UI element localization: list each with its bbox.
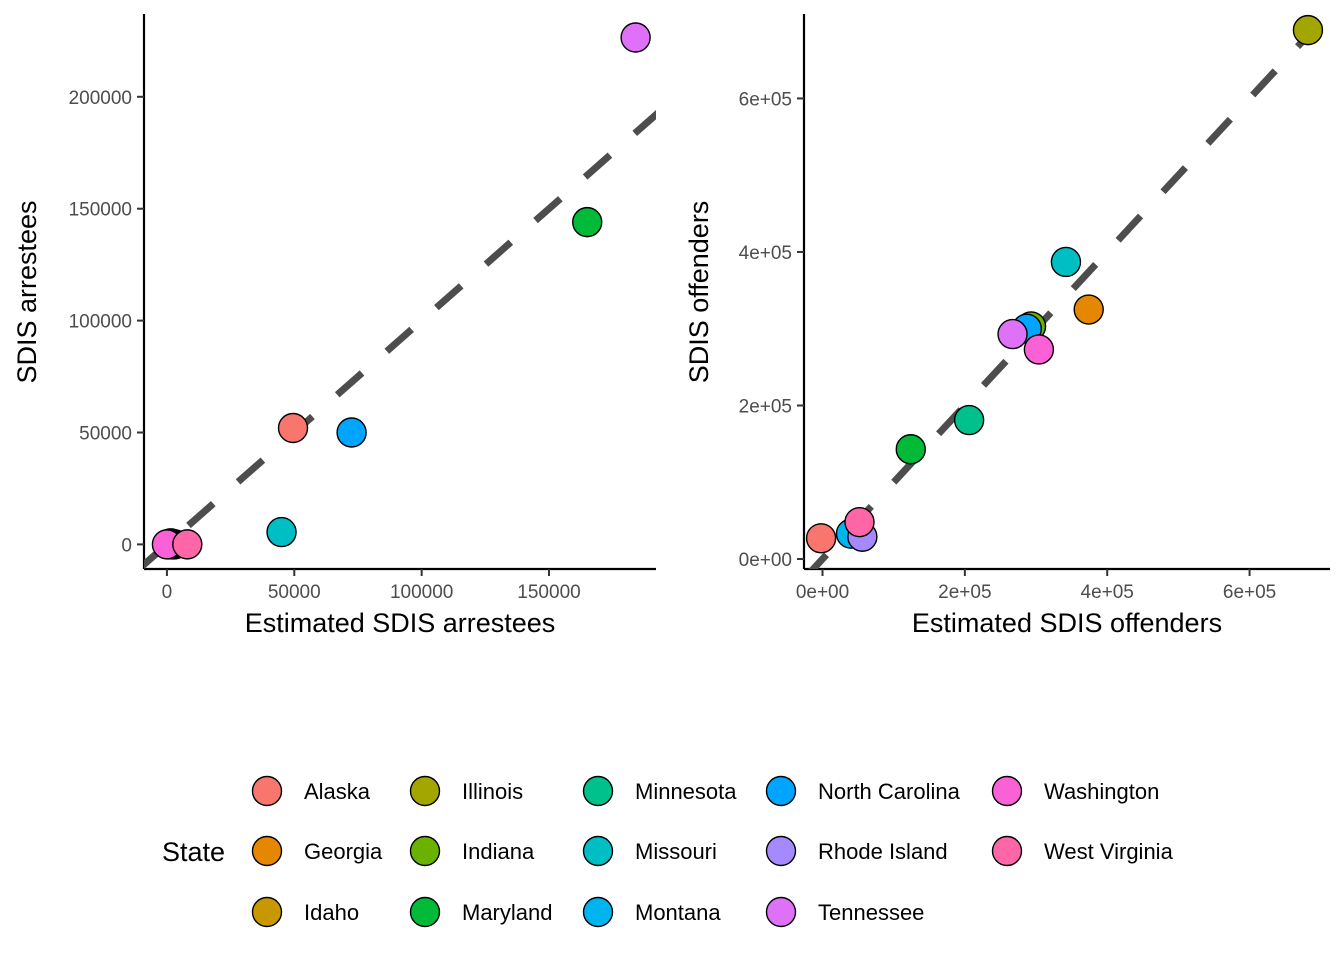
y-tick-label: 50000 xyxy=(79,423,132,444)
data-point-georgia xyxy=(1073,294,1104,325)
x-tick-label: 150000 xyxy=(517,582,580,603)
x-tick-label: 0 xyxy=(162,582,173,603)
y-tick-label: 2e+05 xyxy=(739,396,792,417)
legend-key xyxy=(765,896,797,928)
legend-key xyxy=(582,835,614,867)
x-tick-label: 4e+05 xyxy=(1081,582,1134,603)
legend-key xyxy=(251,775,283,807)
legend-label: Illinois xyxy=(462,779,523,804)
data-point-alaska xyxy=(805,523,837,554)
legend-label: Washington xyxy=(1044,779,1159,804)
legend-key xyxy=(765,775,797,807)
legend-label: Minnesota xyxy=(635,779,737,804)
data-point-maryland xyxy=(895,434,926,465)
data-point-alaska xyxy=(277,412,309,444)
data-point-washington xyxy=(1023,334,1055,365)
legend-label: Maryland xyxy=(462,900,552,925)
legend-key xyxy=(765,835,797,867)
y-tick-label: 150000 xyxy=(69,200,132,221)
x-tick-label: 2e+05 xyxy=(938,582,991,603)
legend-key xyxy=(582,775,614,807)
data-point-west-virginia xyxy=(844,506,875,538)
arrestees-panel: 0 50000 100000 150000 0 50000 100000 150000 2000… xyxy=(12,14,656,638)
y-tick-label: 100000 xyxy=(69,312,132,333)
legend-key xyxy=(409,775,441,807)
legend: State Alaska Georgia Idaho Illinois Indiana Ma… xyxy=(162,775,1174,928)
legend-label: Idaho xyxy=(304,900,359,925)
y-tick-label: 200000 xyxy=(69,88,132,109)
data-point-missouri xyxy=(1050,246,1082,278)
legend-label: North Carolina xyxy=(818,779,961,804)
y-tick-label: 6e+05 xyxy=(739,89,792,110)
x-tick-label: 0e+00 xyxy=(796,582,849,603)
x-axis-title: Estimated SDIS arrestees xyxy=(245,608,556,638)
x-axis-title: Estimated SDIS offenders xyxy=(912,608,1222,638)
data-point-tennessee xyxy=(997,318,1028,350)
y-tick-label: 0e+00 xyxy=(739,550,792,571)
y-axis-title: SDIS arrestees xyxy=(12,200,42,383)
legend-label: Georgia xyxy=(304,839,383,864)
reference-line xyxy=(808,14,1330,569)
legend-label: Tennessee xyxy=(818,900,924,925)
legend-key xyxy=(409,835,441,867)
y-tick-label: 4e+05 xyxy=(739,243,792,264)
reference-line xyxy=(144,110,656,569)
data-point-west-virginia xyxy=(172,529,203,560)
legend-key xyxy=(991,835,1023,867)
data-point-missouri xyxy=(266,516,297,548)
legend-label: Montana xyxy=(635,900,721,925)
legend-key xyxy=(991,775,1023,807)
legend-key xyxy=(409,896,441,928)
y-tick-label: 0 xyxy=(121,535,132,556)
y-axis-title: SDIS offenders xyxy=(684,201,714,384)
legend-label: Missouri xyxy=(635,839,717,864)
data-point-minnesota xyxy=(953,404,985,436)
x-tick-label: 100000 xyxy=(390,582,453,603)
legend-label: Rhode Island xyxy=(818,839,948,864)
x-tick-label: 6e+05 xyxy=(1223,582,1276,603)
legend-title: State xyxy=(162,837,225,867)
legend-label: Alaska xyxy=(304,779,371,804)
data-point-maryland xyxy=(572,206,603,238)
data-point-tennessee xyxy=(620,22,651,53)
legend-label: Indiana xyxy=(462,839,535,864)
legend-key xyxy=(251,835,283,867)
data-point-illinois xyxy=(1292,14,1324,46)
legend-key xyxy=(251,896,283,928)
data-point-north-carolina xyxy=(336,417,367,448)
legend-key xyxy=(582,896,614,928)
offenders-panel: 0e+00 2e+05 4e+05 6e+05 0e+00 2e+05 4e+05 6e+05… xyxy=(684,14,1330,638)
x-tick-label: 50000 xyxy=(268,582,321,603)
legend-label: West Virginia xyxy=(1044,839,1174,864)
